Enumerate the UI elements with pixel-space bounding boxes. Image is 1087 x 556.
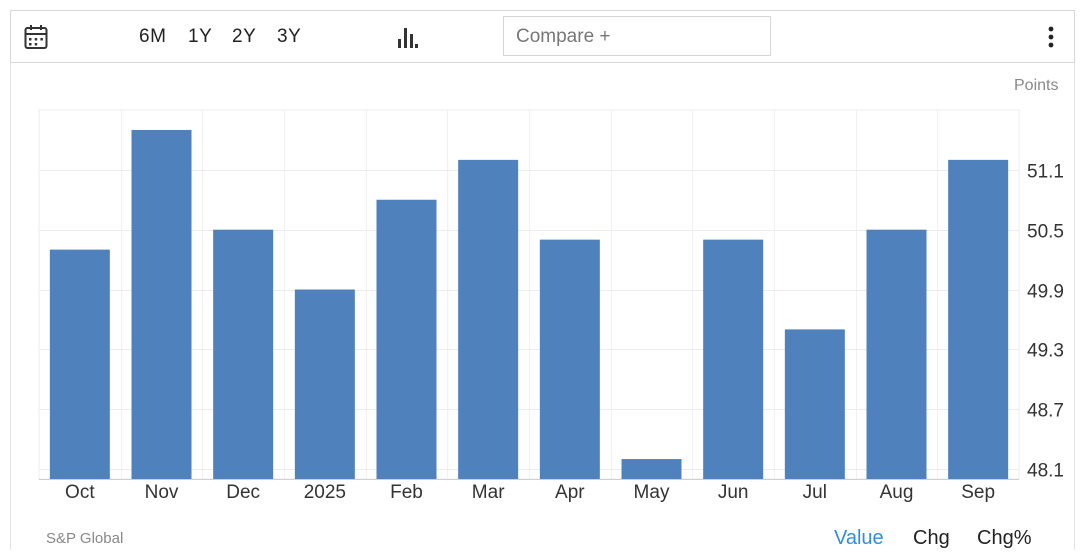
source-label: S&P Global xyxy=(46,530,124,547)
x-tick-label: Aug xyxy=(880,482,914,503)
more-vertical-icon[interactable] xyxy=(1041,25,1061,49)
range-3y-button[interactable]: 3Y xyxy=(277,26,302,47)
y-tick-label: 48.7 xyxy=(1027,401,1064,422)
x-tick-label: Oct xyxy=(65,482,95,503)
bar[interactable] xyxy=(866,229,927,479)
chg-pct-tab[interactable]: Chg% xyxy=(977,527,1032,549)
bar[interactable] xyxy=(458,159,519,479)
bar[interactable] xyxy=(376,199,437,479)
x-tick-label: Apr xyxy=(555,482,585,503)
bar-chart-icon[interactable] xyxy=(397,25,419,49)
bar[interactable] xyxy=(294,289,355,479)
x-tick-label: Dec xyxy=(226,482,260,503)
x-tick-label: Feb xyxy=(390,482,423,503)
x-tick-label: Nov xyxy=(145,482,179,503)
x-tick-label: 2025 xyxy=(304,482,346,503)
x-tick-label: Jun xyxy=(718,482,749,503)
compare-input[interactable]: Compare + xyxy=(503,16,771,56)
range-2y-button[interactable]: 2Y xyxy=(232,26,257,47)
y-tick-label: 48.1 xyxy=(1027,461,1064,482)
x-tick-label: May xyxy=(634,482,670,503)
bar[interactable] xyxy=(213,229,274,479)
y-tick-label: 50.5 xyxy=(1027,222,1064,243)
bar[interactable] xyxy=(621,459,682,479)
unit-label: Points xyxy=(1014,77,1059,94)
bar[interactable] xyxy=(948,159,1009,479)
chg-tab[interactable]: Chg xyxy=(913,527,950,549)
bar[interactable] xyxy=(49,249,110,479)
y-tick-label: 51.1 xyxy=(1027,162,1064,183)
bar[interactable] xyxy=(131,129,192,479)
y-tick-label: 49.3 xyxy=(1027,341,1064,362)
x-tick-label: Sep xyxy=(961,482,995,503)
y-tick-label: 49.9 xyxy=(1027,282,1064,303)
bar[interactable] xyxy=(784,329,845,479)
value-tab[interactable]: Value xyxy=(834,527,884,549)
bar[interactable] xyxy=(539,239,600,479)
x-tick-label: Jul xyxy=(803,482,827,503)
range-1y-button[interactable]: 1Y xyxy=(188,26,213,47)
chart-toolbar: 6M 1Y 2Y 3Y Compare + xyxy=(10,10,1075,63)
calendar-icon[interactable] xyxy=(24,24,48,50)
x-tick-label: Mar xyxy=(472,482,505,503)
range-6m-button[interactable]: 6M xyxy=(139,26,167,47)
bar[interactable] xyxy=(703,239,764,479)
